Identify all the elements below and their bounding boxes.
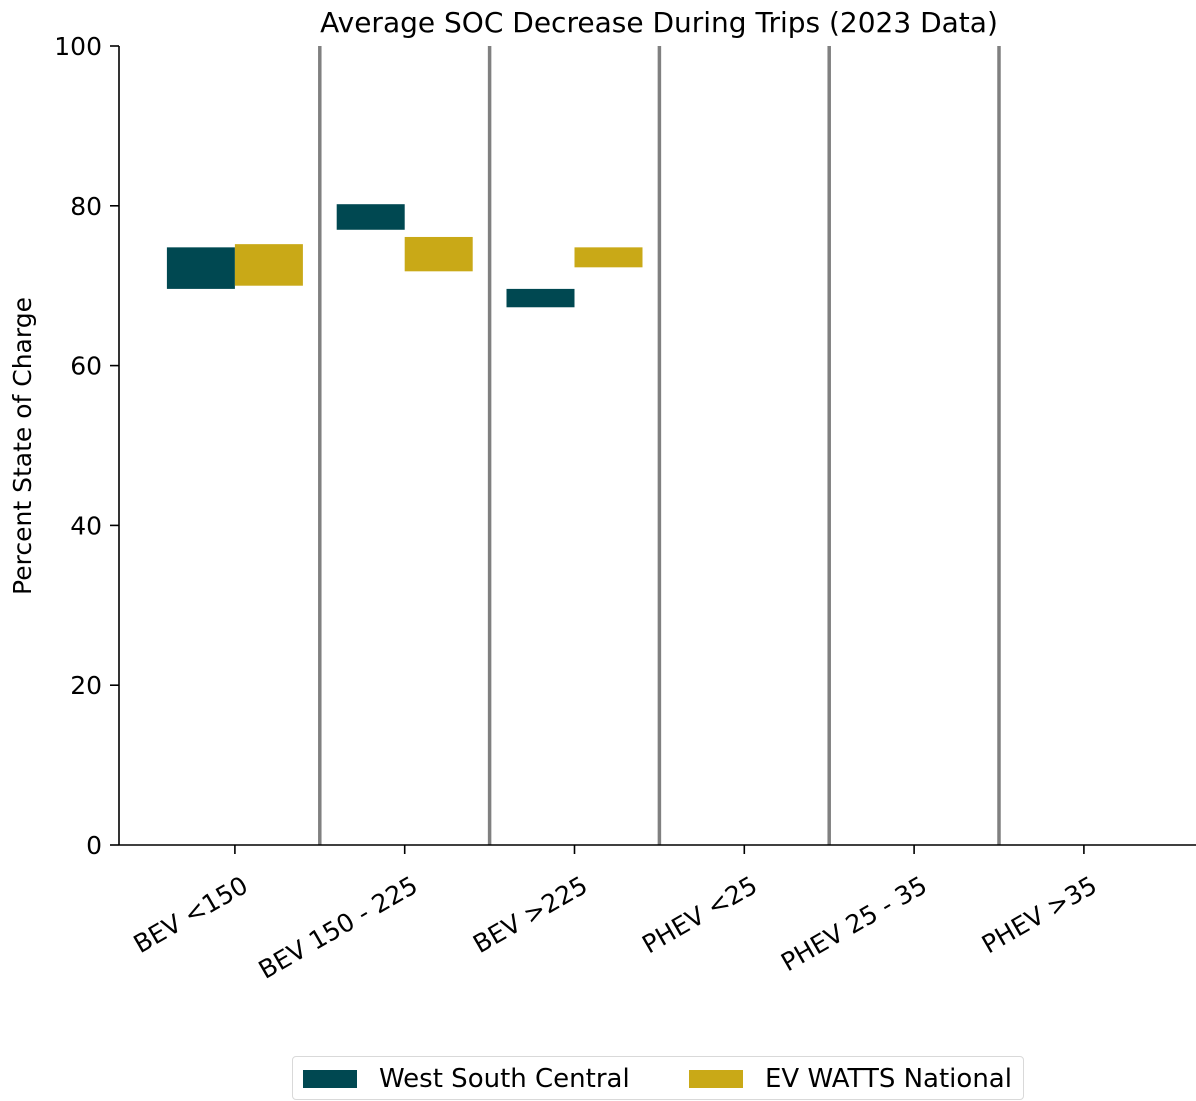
bar-ev-watts-national-bev-150-225 (404, 236, 473, 272)
x-tick-label: PHEV >35 (977, 870, 1102, 959)
y-tick-label: 80 (70, 192, 102, 221)
bar-west-south-central-bev-225 (506, 288, 575, 308)
legend-swatch-west-south-central (303, 1070, 357, 1088)
legend-label-west-south-central: West South Central (379, 1064, 630, 1094)
axes (118, 46, 1196, 846)
y-tick-label: 60 (70, 352, 102, 381)
x-tick-label: BEV <150 (129, 870, 253, 958)
legend-item-west-south-central: West South Central (303, 1057, 630, 1101)
bar-west-south-central-bev-150 (166, 247, 235, 289)
legend-item-ev-watts-national: EV WATTS National (689, 1057, 1012, 1101)
bar-ev-watts-national-bev-225 (574, 247, 643, 268)
y-tick-label: 20 (70, 671, 102, 700)
y-tick-label: 40 (70, 511, 102, 540)
legend-swatch-ev-watts-national (689, 1070, 743, 1088)
bars (166, 204, 643, 308)
x-tick-label: PHEV 25 - 35 (776, 870, 932, 977)
y-tick-label: 0 (86, 831, 102, 860)
y-axis-label: Percent State of Charge (8, 297, 37, 595)
x-tick-label: PHEV <25 (637, 870, 762, 959)
y-ticks: 0 20 40 60 80 100 (54, 32, 119, 860)
category-separators (318, 46, 1001, 845)
bar-ev-watts-national-bev-150 (234, 244, 303, 286)
bar-west-south-central-bev-150-225 (336, 204, 405, 230)
chart-title: Average SOC Decrease During Trips (2023 … (320, 6, 998, 39)
x-tick-label: BEV 150 - 225 (254, 870, 423, 984)
y-tick-label: 100 (54, 32, 102, 61)
legend: West South Central EV WATTS National (292, 1056, 1024, 1100)
legend-label-ev-watts-national: EV WATTS National (765, 1064, 1012, 1094)
x-ticks: BEV <150 BEV 150 - 225 BEV >225 PHEV <25 PHE… (129, 845, 1102, 985)
x-tick-label: BEV >225 (468, 870, 592, 958)
